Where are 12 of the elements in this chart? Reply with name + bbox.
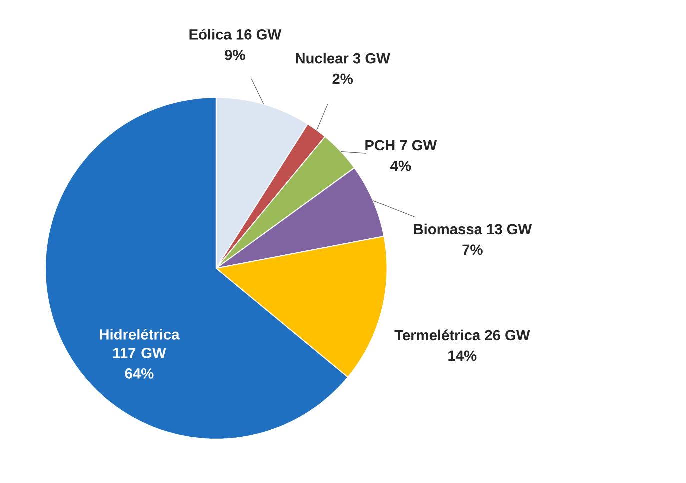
- data-label: 14%: [448, 350, 477, 361]
- slice-label: PCH 7 GW: [366, 140, 438, 151]
- data-label: 4%: [390, 160, 412, 172]
- data-label: 9%: [225, 50, 246, 60]
- slice-label: Termelétrica 26 GW: [394, 330, 530, 340]
- slice-label: Eólica 16 GW: [190, 28, 282, 40]
- data-label: 64%: [125, 368, 154, 379]
- data-label: 7%: [462, 244, 483, 255]
- slice-label: Hidrelétrica 117 GW: [100, 328, 180, 358]
- slice-label: Nuclear 3 GW: [296, 52, 390, 64]
- slice-label: Biomassa 13 GW: [414, 224, 532, 234]
- data-label: 2%: [332, 74, 353, 84]
